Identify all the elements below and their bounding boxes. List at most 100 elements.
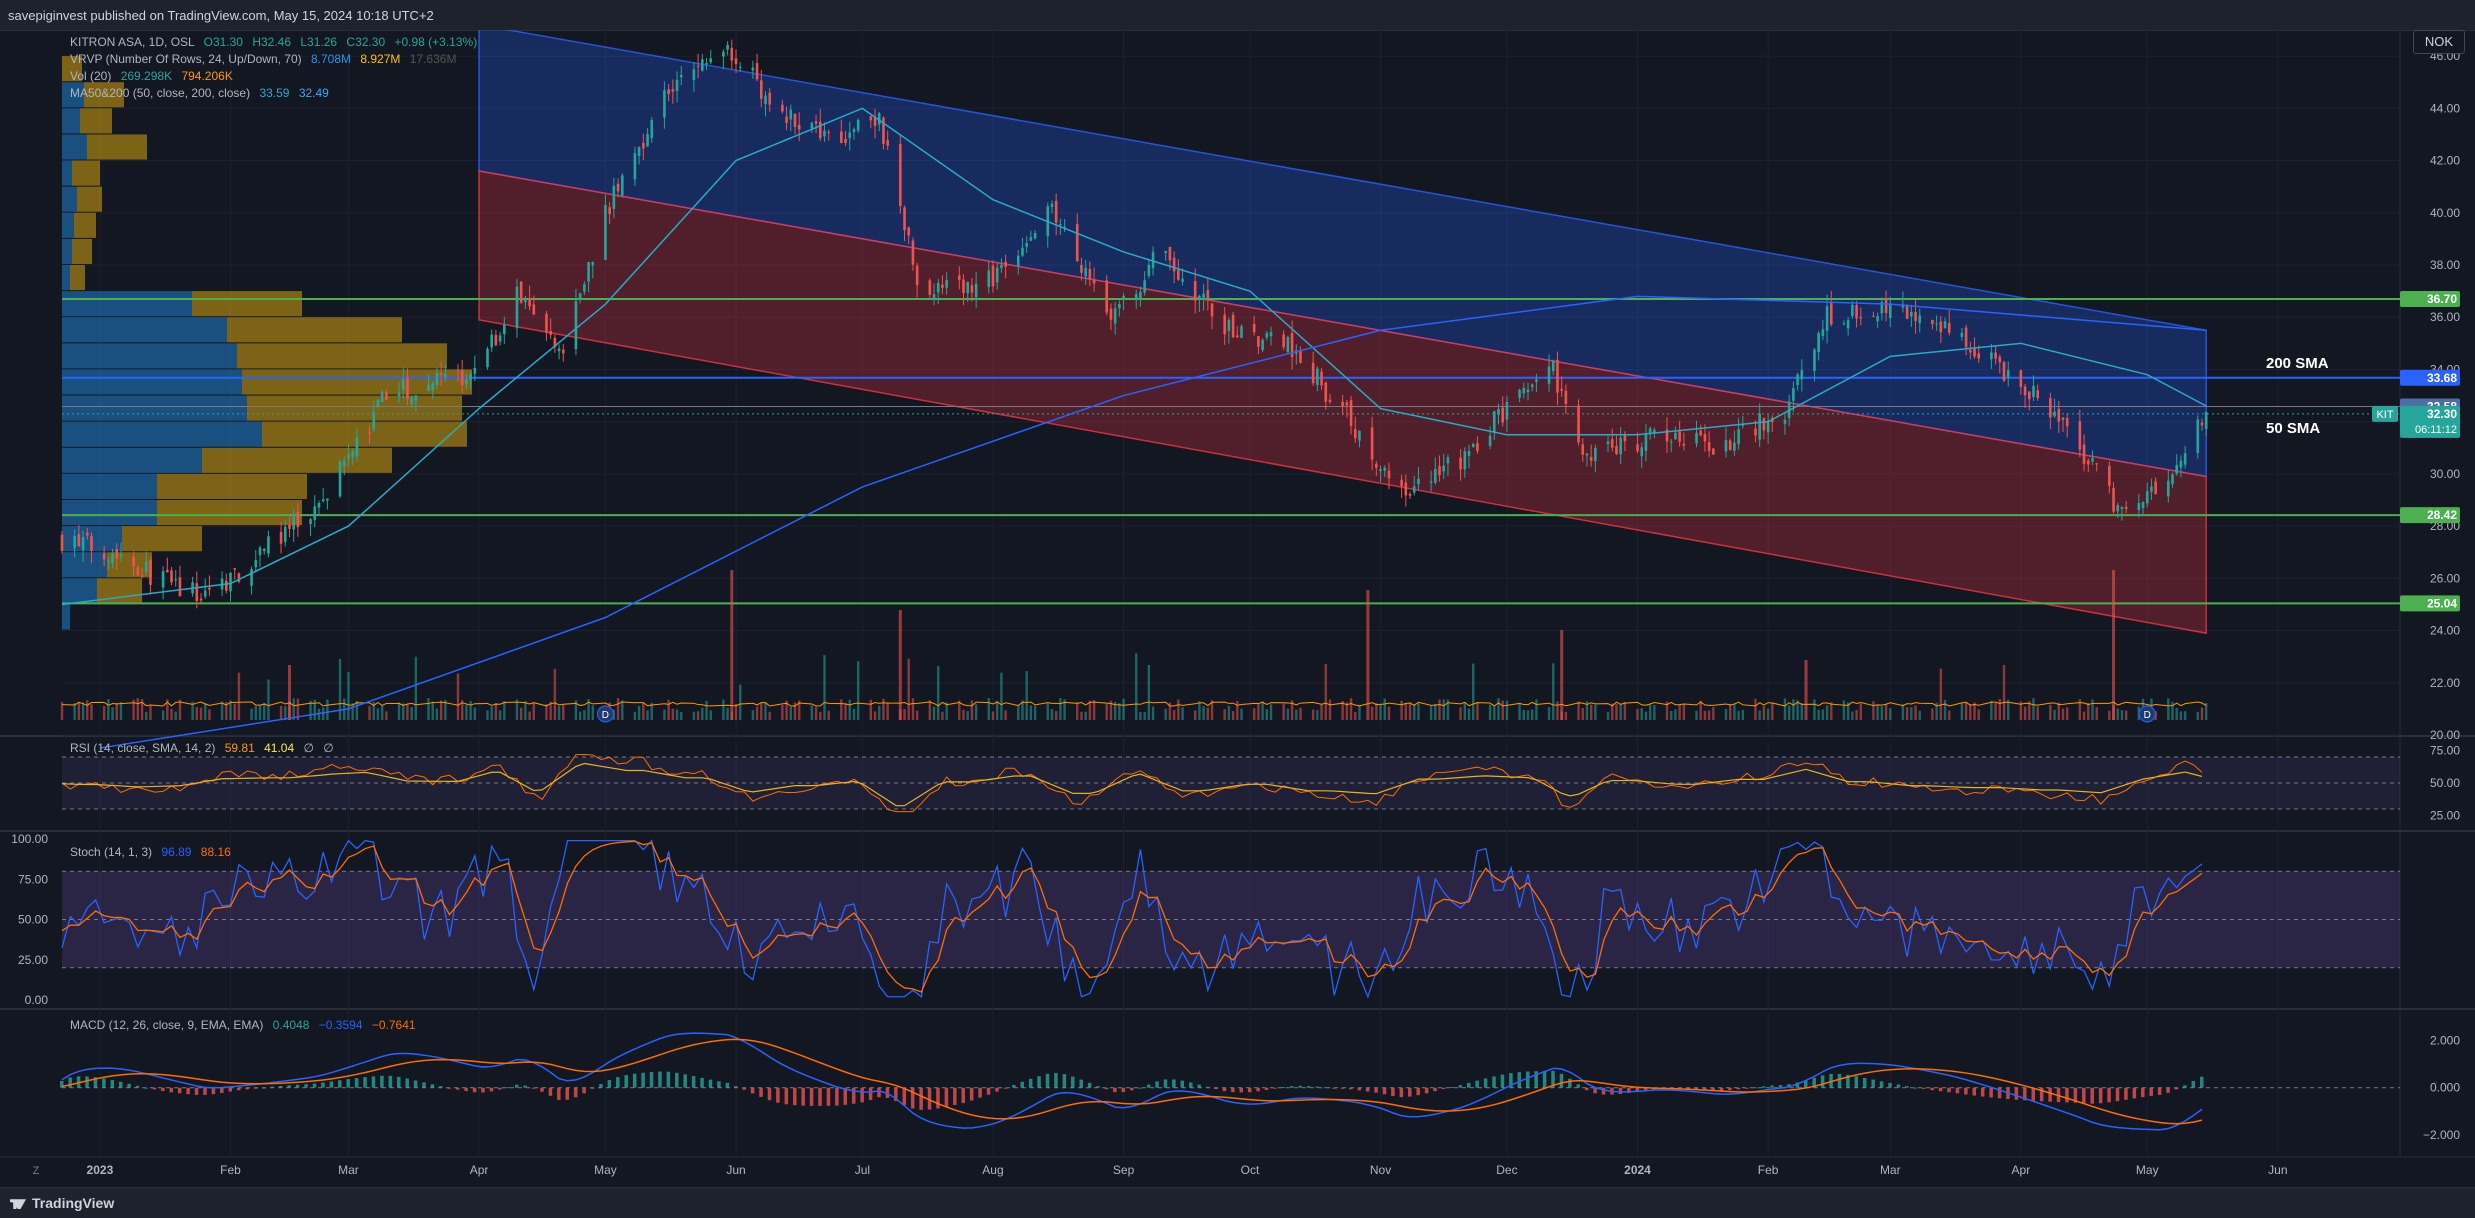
volume-bar (1733, 703, 1736, 720)
legend-rsi[interactable]: RSI (14, close, SMA, 14, 2) 59.81 41.04 … (70, 741, 334, 755)
tradingview-logo[interactable]: TradingView (10, 1195, 114, 1211)
volume-bar (1800, 703, 1804, 720)
volume-bar (1143, 711, 1146, 720)
candle-body (726, 44, 729, 50)
volume-profile (62, 56, 472, 630)
currency-button[interactable]: NOK (2413, 30, 2465, 54)
volume-bar (250, 708, 253, 720)
candle-body (317, 503, 321, 508)
macd-hist-bar (1256, 1087, 1260, 1092)
chart-area[interactable]: DD 46.0044.0042.0040.0038.0036.0034.0032… (0, 23, 2475, 1187)
macd-hist-bar (1130, 1087, 1134, 1091)
volume-bar (1872, 701, 1875, 720)
volume-bar (2108, 710, 2111, 720)
candle-body (144, 561, 148, 572)
candle-body (549, 330, 552, 335)
brand-text: TradingView (32, 1195, 115, 1211)
macd-hist-bar (675, 1072, 679, 1088)
candle-body (869, 116, 873, 121)
volume-bar (1004, 710, 1007, 720)
macd-hist-bar (1424, 1087, 1429, 1094)
volume-bar (1581, 708, 1584, 720)
time-tick: Mar (1880, 1163, 1901, 1177)
volume-bar (675, 709, 679, 720)
candle-body (2116, 505, 2120, 512)
volume-bar (2124, 710, 2128, 720)
macd-hist-bar (1542, 1070, 1547, 1088)
volume-bar (2179, 711, 2183, 720)
volume-bar (439, 700, 443, 720)
legend-stoch[interactable]: Stoch (14, 1, 3) 96.89 88.16 (70, 845, 231, 859)
candle-body (1316, 368, 1319, 385)
rsi-upper-div: ∅ (303, 741, 314, 755)
volume-bar (1109, 700, 1113, 720)
volume-bar (102, 706, 106, 720)
candle-body (1594, 448, 1597, 462)
volume-bar (1442, 699, 1445, 720)
volume-bar (1000, 672, 1003, 720)
candle-body (1134, 294, 1138, 300)
candle-body (1501, 407, 1505, 423)
legend-main[interactable]: KITRON ASA, 1D, OSL O31.30 H32.46 L31.26… (70, 35, 477, 49)
volume-bar (1375, 703, 1378, 720)
candle-body (296, 511, 300, 528)
macd-hist-bar (1096, 1086, 1100, 1088)
volume-bar (225, 701, 228, 720)
price-chart[interactable]: DD 46.0044.0042.0040.0038.0036.0034.0032… (0, 23, 2475, 1187)
candle-body (1522, 387, 1526, 394)
legend-vrvp[interactable]: VRVP (Number Of Rows, 24, Up/Down, 70) 8… (70, 52, 456, 66)
candle-body (1560, 388, 1563, 391)
candle-body (1345, 402, 1349, 406)
candle-body (1471, 443, 1475, 448)
candle-body (995, 267, 999, 283)
macd-hist-bar (93, 1077, 98, 1088)
volume-bar (1670, 710, 1673, 720)
candle-body (692, 69, 696, 80)
legend-macd[interactable]: MACD (12, 26, close, 9, EMA, EMA) 0.4048… (70, 1018, 416, 1032)
rsi-tick: 50.00 (2430, 776, 2460, 790)
vp-up (62, 186, 77, 212)
macd-hist-bar (582, 1087, 586, 1094)
macd-hist-bar (1862, 1077, 1867, 1088)
volume-bar (1712, 707, 1715, 720)
time-tick: 2024 (1624, 1163, 1651, 1177)
volume-bar (1880, 706, 1884, 720)
candle-body (553, 337, 557, 347)
volume-bar (1446, 699, 1450, 720)
candle-body (1829, 302, 1833, 325)
volume-bar (587, 699, 590, 720)
volume-bar (465, 704, 468, 720)
macd-hist-bar (1635, 1087, 1640, 1092)
rsi-value: 59.81 (224, 741, 255, 755)
candle-body (1846, 320, 1850, 329)
candle-body (170, 570, 173, 583)
macd-hist-bar (953, 1087, 957, 1105)
candle-body (814, 121, 818, 124)
candle-body (1210, 303, 1214, 317)
volume-bar (755, 706, 759, 720)
volume-bar (1358, 704, 1361, 720)
volume-bar (410, 707, 413, 720)
volume-bar (1964, 703, 1968, 720)
candle-body (1800, 370, 1804, 380)
macd-hist-bar (161, 1087, 165, 1091)
candle-body (473, 367, 477, 374)
rsi-lower-div: ∅ (323, 741, 334, 755)
candle-body (991, 265, 995, 287)
volume-bar (1341, 701, 1344, 720)
volume-bar (1644, 711, 1648, 720)
candle-body (1914, 312, 1917, 322)
volume-bar (1033, 705, 1037, 720)
macd-hist-bar (818, 1087, 822, 1106)
macd-hist-bar (1458, 1085, 1463, 1088)
vp-down (74, 212, 96, 238)
macd-hist-bar (1138, 1087, 1142, 1089)
volume-bar (503, 701, 506, 720)
legend-vol[interactable]: Vol (20) 269.298K 794.206K (70, 69, 233, 83)
macd-hist-bar (784, 1087, 789, 1105)
candle-body (136, 567, 140, 576)
legend-ma[interactable]: MA50&200 (50, close, 200, close) 33.59 3… (70, 86, 329, 100)
volume-bar (873, 711, 877, 720)
macd-hist-bar (245, 1087, 249, 1090)
vp-up (62, 317, 227, 343)
